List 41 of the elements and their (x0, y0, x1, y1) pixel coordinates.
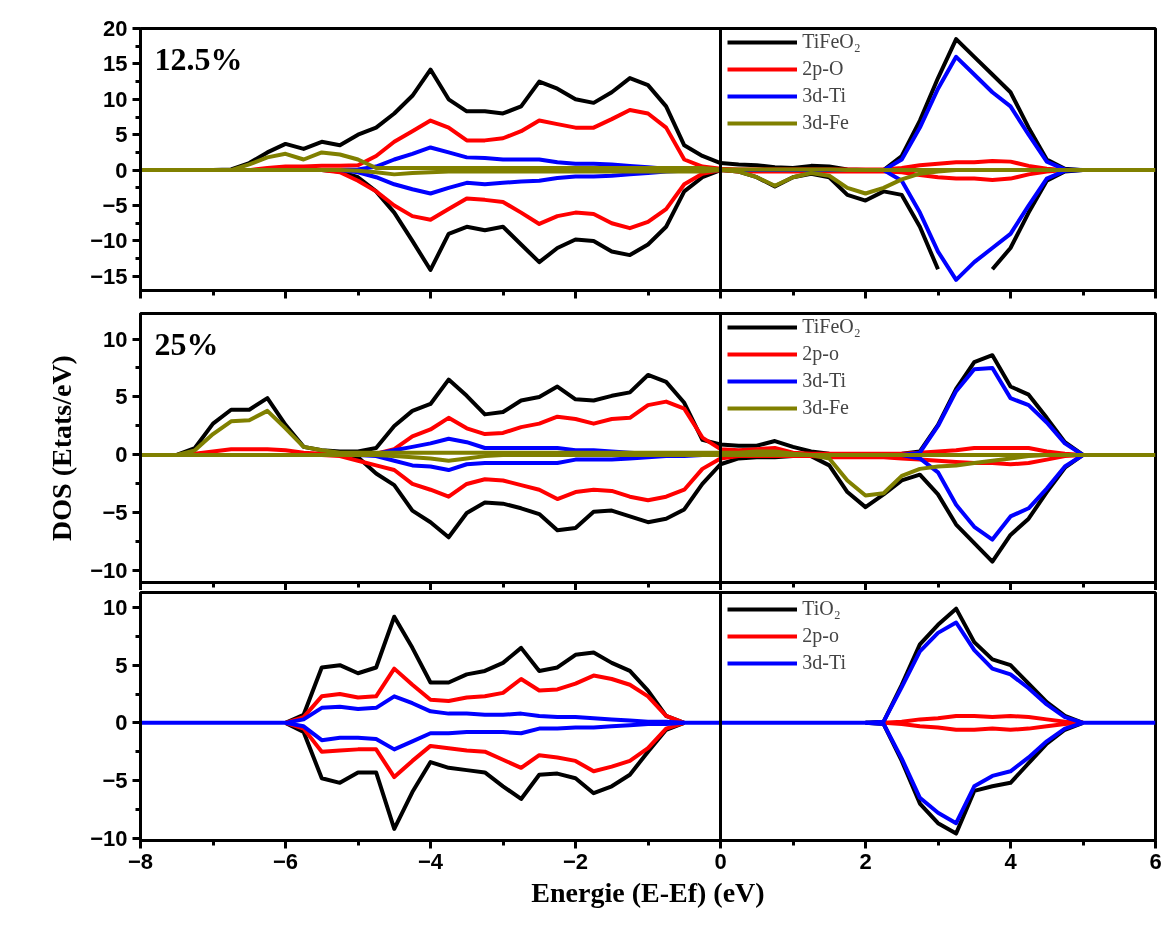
y-tick-label: −5 (102, 500, 128, 526)
y-tick-label: −15 (90, 263, 128, 289)
annotation: 12.5% (154, 40, 243, 77)
x-axis-title: Energie (E-Ef) (eV) (531, 876, 765, 908)
legend-label: 3d-Ti (802, 84, 846, 107)
y-tick-label: −5 (102, 193, 128, 219)
y-tick-label: 5 (115, 122, 128, 148)
y-axis-title: DOS (Etats/eV) (46, 355, 78, 541)
x-tick-label: 0 (714, 848, 727, 874)
legend-label: TiFeO₂ (802, 30, 861, 53)
y-tick-label: −5 (102, 768, 128, 794)
y-tick-label: 10 (103, 595, 128, 620)
legend-label: 2p-O (802, 57, 844, 80)
x-tick-label: −4 (417, 848, 444, 874)
y-tick-label: −10 (90, 825, 128, 851)
legend-label: 3d-Fe (802, 111, 849, 134)
y-tick-label: 10 (103, 326, 128, 352)
y-tick-label: 20 (103, 16, 128, 41)
x-tick-label: −8 (127, 848, 154, 874)
y-tick-label: 0 (115, 157, 128, 183)
legend-label: TiFeO₂ (802, 315, 861, 338)
y-tick-label: 5 (115, 652, 128, 678)
x-tick-label: 2 (859, 848, 872, 874)
x-tick-label: 4 (1004, 848, 1018, 874)
y-tick-label: 5 (115, 384, 128, 410)
legend-label: 2p-o (802, 342, 839, 365)
y-tick-label: −10 (90, 558, 128, 584)
annotation: 25% (154, 325, 219, 362)
legend-label: 3d-Fe (802, 396, 849, 419)
legend-label: 2p-o (802, 624, 839, 647)
legend-label: 3d-Ti (802, 369, 846, 392)
y-tick-label: 0 (115, 710, 128, 736)
y-tick-label: 10 (103, 86, 128, 112)
y-tick-label: 0 (115, 442, 128, 468)
x-tick-label: −2 (562, 848, 589, 874)
x-tick-label: −6 (272, 848, 299, 874)
legend-label: 3d-Ti (802, 651, 846, 674)
x-tick-label: 6 (1149, 848, 1162, 874)
y-tick-label: −10 (90, 228, 128, 254)
y-tick-label: 15 (103, 51, 128, 77)
legend-label: TiO₂ (802, 597, 841, 620)
